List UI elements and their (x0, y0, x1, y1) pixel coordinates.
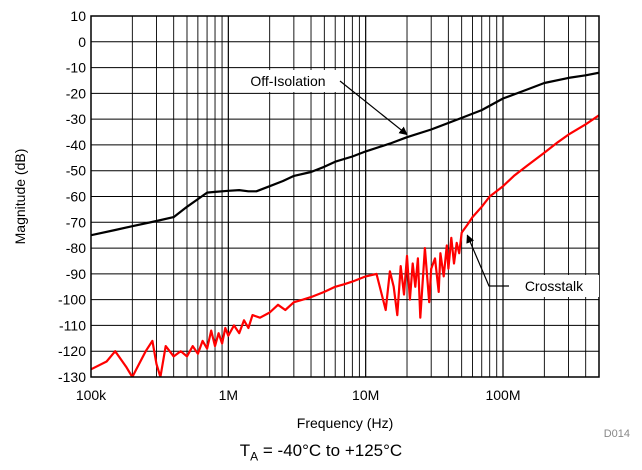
x-tick-label: 100k (76, 387, 107, 403)
annotation-label: Off-Isolation (250, 73, 325, 89)
x-tick-label: 100M (485, 387, 520, 403)
series-crosstalk (91, 114, 599, 377)
y-tick-label: -70 (66, 214, 86, 230)
annotation-arrow (466, 234, 509, 287)
temperature-caption: TA = -40°C to +125°C (0, 441, 642, 463)
y-tick-label: -40 (66, 137, 86, 153)
y-tick-label: 0 (78, 34, 86, 50)
series-off-isolation (91, 71, 599, 237)
y-tick-label: -10 (66, 60, 86, 76)
y-tick-label: -20 (66, 85, 86, 101)
y-tick-label: -110 (59, 317, 86, 333)
annotation-off-isolation: Off-Isolation (236, 70, 408, 136)
x-tick-labels: 100k 1M 10M 100M (76, 387, 521, 403)
annotation-box (236, 70, 340, 92)
annotation-label: Crosstalk (525, 278, 584, 294)
plot-frame (90, 15, 600, 378)
annotation-box (509, 275, 599, 297)
y-tick-label: -90 (66, 266, 86, 282)
y-tick-label: -130 (58, 369, 86, 385)
x-tick-label: 10M (352, 387, 379, 403)
annotation-crosstalk: Crosstalk (466, 234, 599, 297)
y-tick-label: 10 (70, 8, 86, 24)
y-axis-title: Magnitude (dB) (12, 149, 28, 245)
caption-prefix: T (239, 441, 251, 460)
figure-id: D014 (604, 428, 630, 440)
y-tick-label: -60 (66, 189, 86, 205)
grid (91, 15, 599, 378)
y-tick-label: -100 (58, 292, 86, 308)
caption-suffix: = -40°C to +125°C (258, 441, 403, 460)
y-tick-labels: 10 0 -10 -20 -30 -40 -50 -60 -70 -80 -90 -100 -110 -1… (58, 8, 86, 385)
y-tick-label: -80 (66, 240, 86, 256)
annotation-arrow (339, 80, 408, 136)
caption-subscript: A (250, 449, 259, 464)
y-tick-label: -30 (66, 111, 86, 127)
annotations: Off-Isolation Crosstalk (236, 70, 599, 297)
x-axis-title: Frequency (Hz) (297, 415, 393, 431)
x-tick-label: 1M (219, 387, 238, 403)
y-tick-label: -120 (58, 343, 86, 359)
series-layer (91, 71, 599, 377)
y-tick-label: -50 (66, 163, 86, 179)
